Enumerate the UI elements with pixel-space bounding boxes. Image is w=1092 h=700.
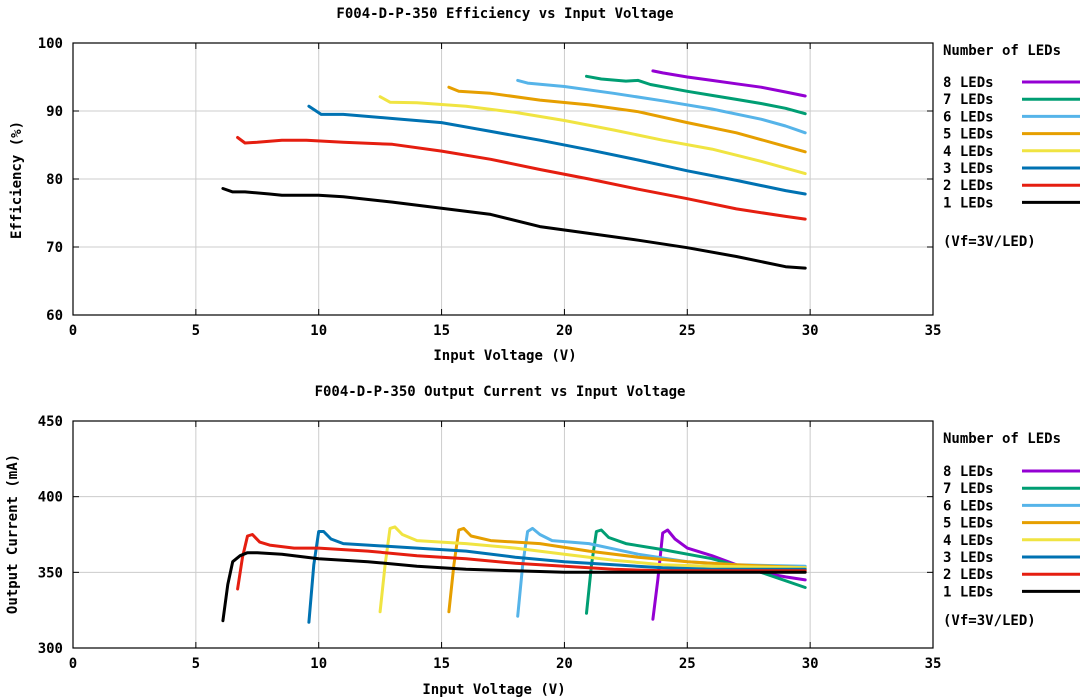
- legend-label: 7 LEDs: [943, 481, 994, 497]
- legend-label: 4 LEDs: [943, 533, 994, 549]
- series-line-6-leds: [516, 78, 807, 135]
- y-tick-label: 450: [38, 414, 63, 430]
- series-line-4-leds: [378, 95, 807, 176]
- x-tick-label: 15: [433, 656, 450, 672]
- series-line-4-leds: [378, 525, 807, 614]
- legend-label: 6 LEDs: [943, 109, 994, 125]
- legend-title: Number of LEDs: [943, 431, 1061, 447]
- y-tick-label: 90: [46, 104, 63, 120]
- legend-label: 3 LEDs: [943, 550, 994, 566]
- series-line-2-leds: [236, 136, 807, 221]
- plot-area: 0 5 10 15 20 25 30 35 300 350 400 450: [38, 414, 942, 672]
- legend-note: (Vf=3V/LED): [943, 613, 1036, 629]
- output-current-chart: F004-D-P-350 Output Current vs Input Vol…: [5, 384, 1080, 698]
- y-axis-label: Efficiency (%): [9, 121, 25, 239]
- legend-label: 1 LEDs: [943, 584, 994, 600]
- legend-note: (Vf=3V/LED): [943, 234, 1036, 250]
- x-tick-label: 15: [433, 323, 450, 339]
- series-line-5-leds: [447, 85, 807, 154]
- legend-title: Number of LEDs: [943, 43, 1061, 59]
- series-line-2-leds: [236, 533, 807, 591]
- series-line-1-leds: [221, 187, 807, 270]
- legend-label: 1 LEDs: [943, 195, 994, 211]
- plot-frame: [72, 420, 934, 649]
- series-line-3-leds: [307, 530, 807, 624]
- x-tick-label: 30: [802, 323, 819, 339]
- legend-label: 7 LEDs: [943, 92, 994, 108]
- x-tick-label: 10: [310, 323, 327, 339]
- legend-label: 2 LEDs: [943, 567, 994, 583]
- series-line-7-leds: [585, 74, 807, 116]
- x-tick-label: 35: [925, 323, 942, 339]
- y-tick-label: 100: [38, 36, 63, 52]
- x-axis-label: Input Voltage (V): [433, 348, 576, 364]
- legend-label: 8 LEDs: [943, 75, 994, 91]
- y-tick-label: 400: [38, 490, 63, 506]
- y-axis-label: Output Current (mA): [5, 454, 21, 614]
- x-tick-label: 10: [310, 656, 327, 672]
- x-tick-label: 0: [69, 323, 77, 339]
- x-tick-label: 20: [556, 323, 573, 339]
- y-tick-label: 70: [46, 240, 63, 256]
- series-line-8-leds: [651, 69, 807, 98]
- legend-label: 5 LEDs: [943, 516, 994, 532]
- x-tick-label: 35: [925, 656, 942, 672]
- efficiency-chart: F004-D-P-350 Efficiency vs Input Voltage…: [9, 6, 1080, 364]
- x-tick-label: 20: [556, 656, 573, 672]
- x-tick-label: 25: [679, 323, 696, 339]
- legend-label: 5 LEDs: [943, 127, 994, 143]
- series-line-8-leds: [651, 528, 807, 621]
- y-tick-label: 350: [38, 565, 63, 581]
- chart-title: F004-D-P-350 Output Current vs Input Vol…: [315, 384, 686, 400]
- y-tick-label: 80: [46, 172, 63, 188]
- x-axis-label: Input Voltage (V): [422, 682, 565, 698]
- legend-label: 3 LEDs: [943, 161, 994, 177]
- y-tick-label: 300: [38, 641, 63, 657]
- legend-label: 2 LEDs: [943, 178, 994, 194]
- legend-label: 6 LEDs: [943, 498, 994, 514]
- x-tick-label: 5: [192, 656, 200, 672]
- legend-label: 8 LEDs: [943, 464, 994, 480]
- x-tick-label: 25: [679, 656, 696, 672]
- series-line-3-leds: [307, 104, 807, 196]
- plot-area: 0 5 10 15 20 25 30 35 60 70 80 90 100: [38, 36, 942, 339]
- series-line-1-leds: [221, 551, 807, 623]
- x-tick-label: 5: [192, 323, 200, 339]
- y-tick-label: 60: [46, 308, 63, 324]
- x-tick-label: 0: [69, 656, 77, 672]
- legend-label: 4 LEDs: [943, 144, 994, 160]
- chart-title: F004-D-P-350 Efficiency vs Input Voltage: [336, 6, 673, 22]
- x-tick-label: 30: [802, 656, 819, 672]
- series-line-5-leds: [447, 526, 807, 614]
